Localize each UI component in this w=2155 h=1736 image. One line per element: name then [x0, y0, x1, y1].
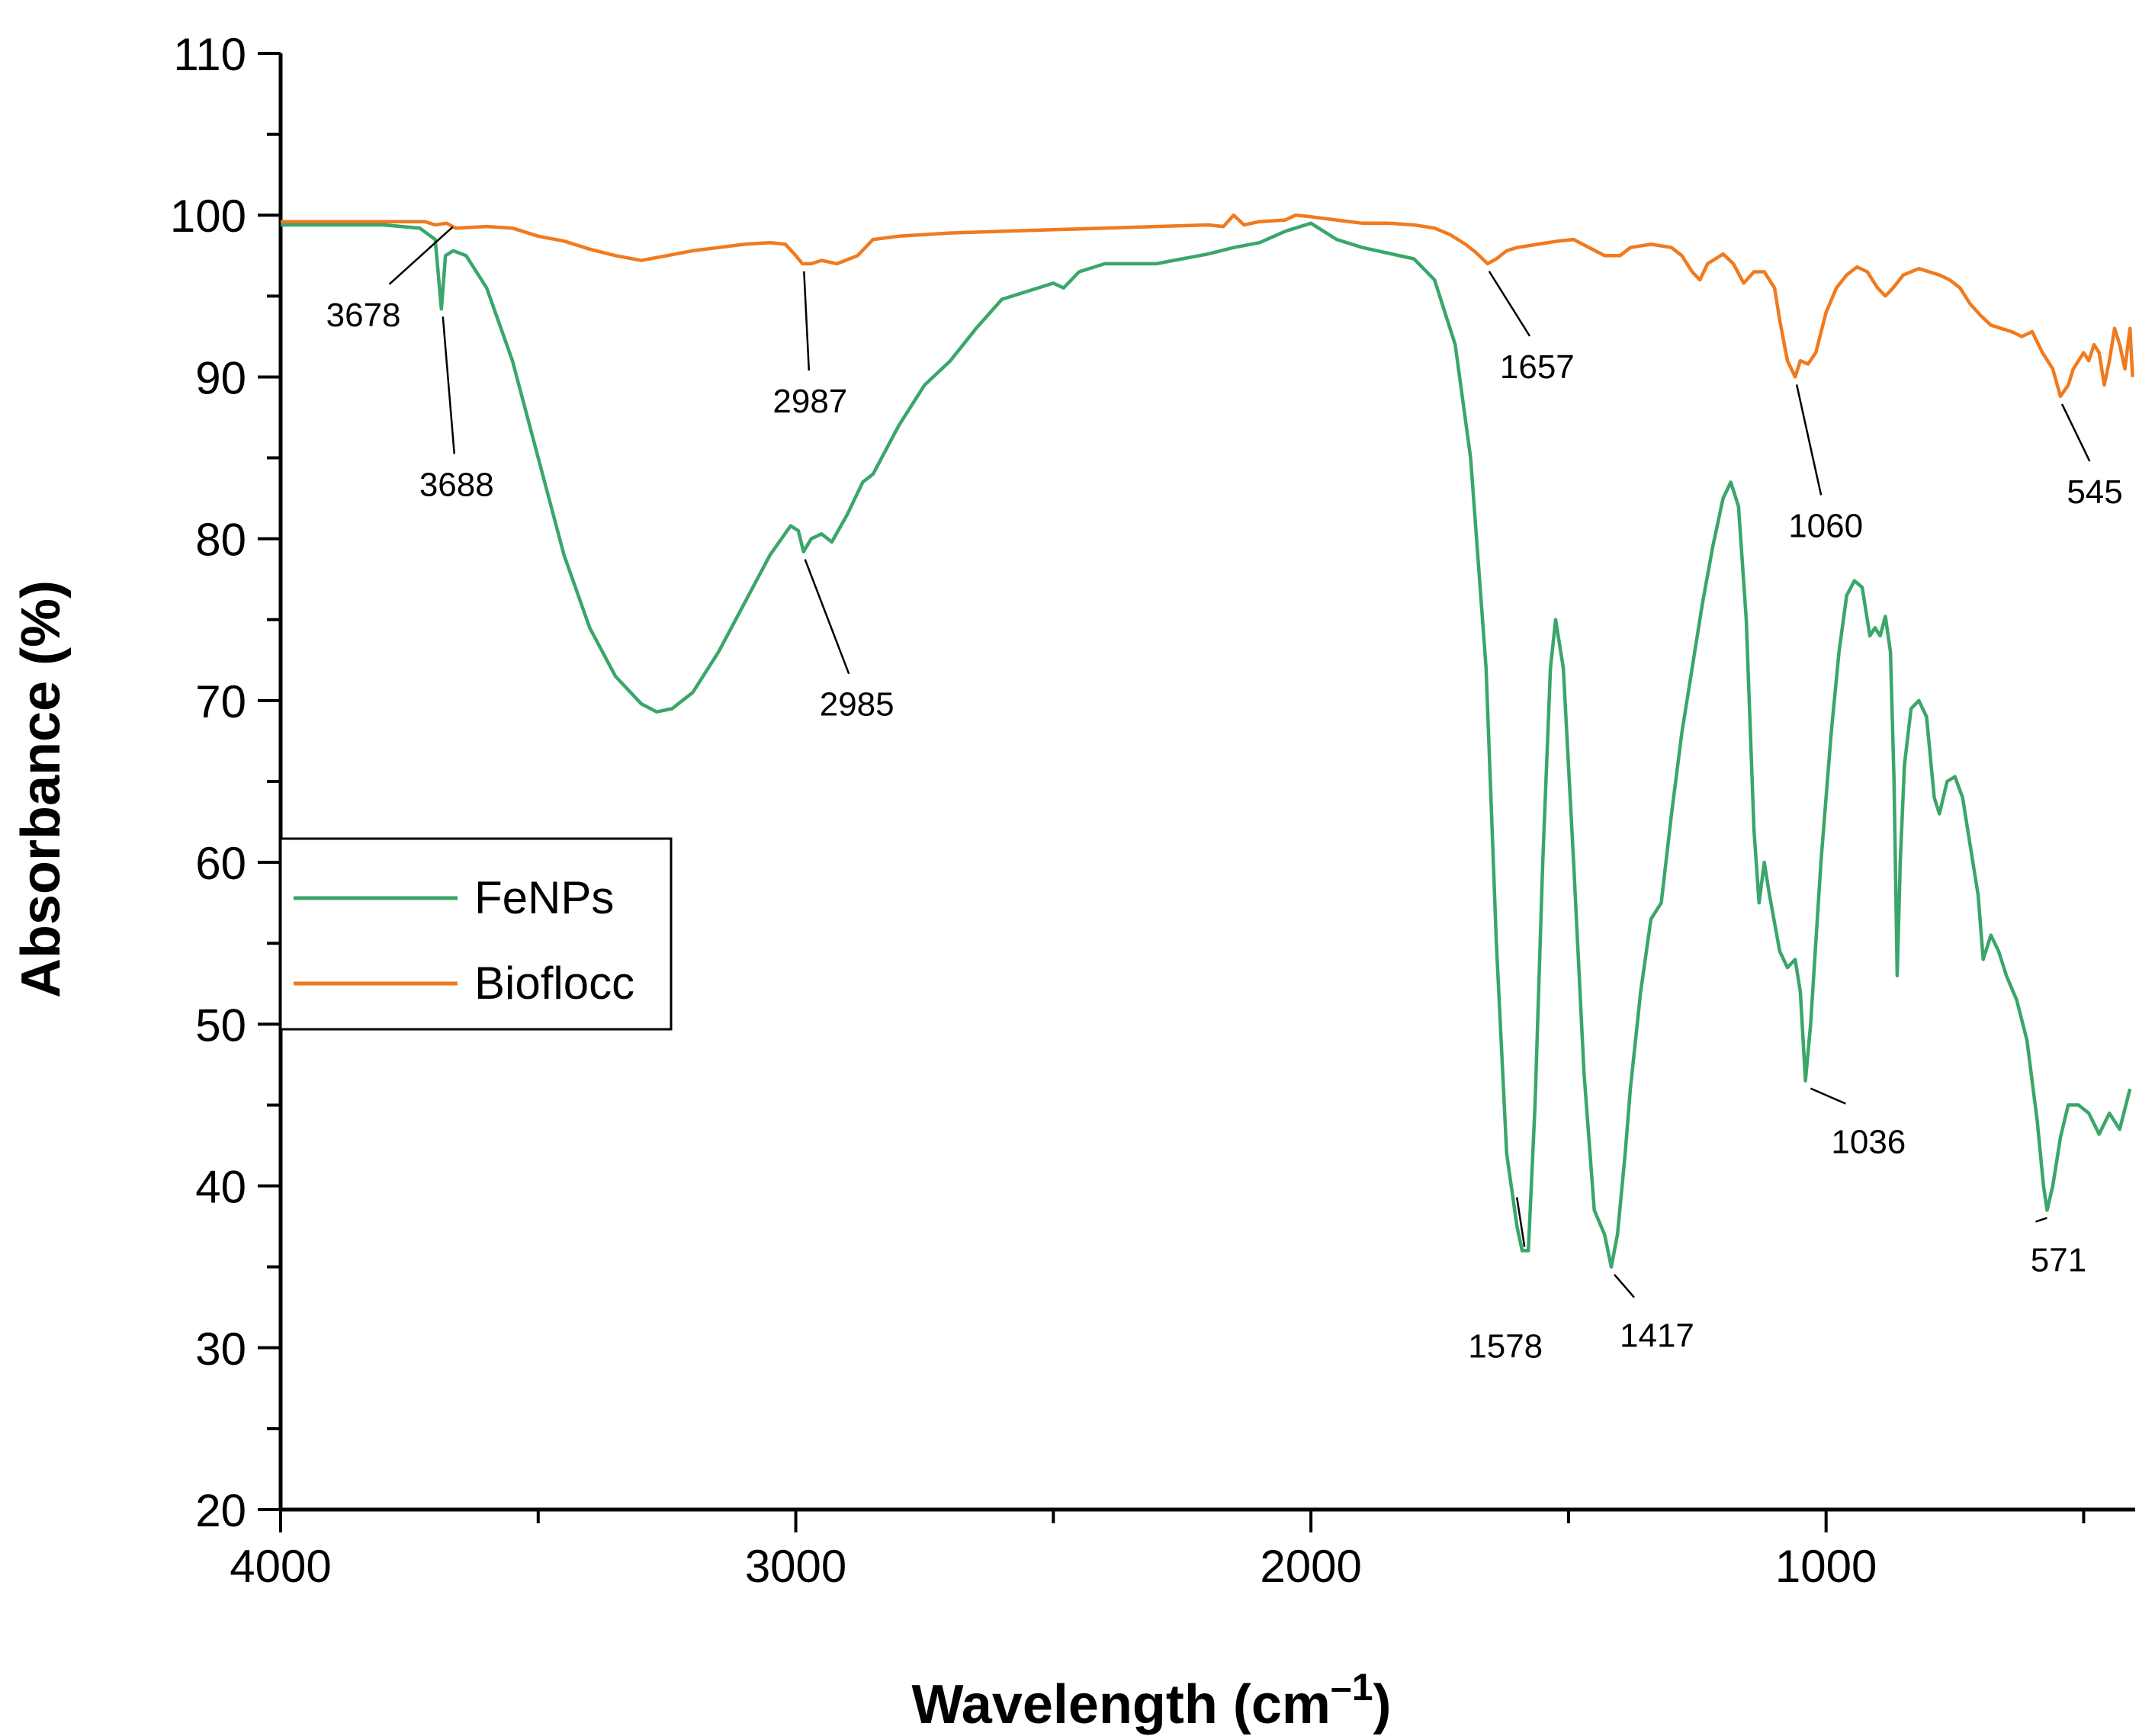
annotation-leader-1578 [1515, 1197, 1526, 1247]
y-tick-label: 20 [195, 1485, 246, 1536]
y-tick-label: 30 [195, 1324, 246, 1375]
annotation-leader-1657 [1488, 271, 1531, 337]
annotation-label-1060: 1060 [1788, 507, 1863, 544]
x-axis-title: Wavelength (cm–1) [911, 1666, 1391, 1735]
annotation-leader-1060 [1795, 384, 1823, 496]
annotation-label-545: 545 [2067, 473, 2122, 511]
annotation-leader-2987 [803, 271, 811, 371]
x-tick-label: 3000 [745, 1541, 846, 1592]
annotation-label-2987: 2987 [772, 383, 847, 420]
y-tick-label: 40 [195, 1162, 246, 1213]
x-tick-label: 1000 [1775, 1541, 1877, 1592]
annotation-leader-3678 [388, 226, 454, 285]
x-axis-title-main: Wavelength (cm [911, 1674, 1330, 1735]
y-tick-label: 60 [195, 838, 246, 889]
annotation-leader-3688 [442, 316, 456, 454]
series-layer [281, 213, 2134, 1269]
y-axis-title: Absorbance (%) [11, 580, 72, 998]
y-tick-label: 80 [195, 515, 246, 566]
x-axis-title-close: ) [1373, 1674, 1392, 1735]
annotation-label-3678: 3678 [326, 297, 401, 334]
axes: 20 30 40 50 60 70 80 90 100 110 4000 3000 2000 1000 [170, 29, 2135, 1592]
x-tick-label: 4000 [230, 1541, 331, 1592]
x-tick-label: 2000 [1260, 1541, 1361, 1592]
legend-label-fenps: FeNPs [474, 872, 614, 923]
annotation-label-571: 571 [2031, 1241, 2086, 1279]
annotation-layer: 3678 3688 2987 2985 1657 1060 545 1578 1417 1036 5… [326, 226, 2123, 1365]
y-tick-label: 70 [195, 676, 246, 727]
y-tick-label: 100 [170, 191, 246, 242]
series-line-fenps [281, 221, 2132, 1269]
annotation-leader-1036 [1810, 1087, 1846, 1105]
annotation-label-1417: 1417 [1620, 1317, 1694, 1355]
annotation-leader-571 [2035, 1217, 2047, 1223]
legend: FeNPs Bioflocc [279, 837, 673, 1031]
annotation-leader-1417 [1614, 1273, 1635, 1298]
annotation-label-1036: 1036 [1831, 1124, 1906, 1161]
annotation-leader-545 [2060, 403, 2091, 462]
legend-label-bioflocc: Bioflocc [474, 958, 634, 1009]
annotation-label-1578: 1578 [1468, 1327, 1543, 1365]
annotation-label-3688: 3688 [419, 466, 494, 503]
y-tick-label: 90 [195, 352, 246, 403]
y-tick-label: 110 [173, 29, 246, 80]
annotation-leader-2985 [804, 559, 850, 675]
annotation-label-1657: 1657 [1500, 348, 1575, 386]
annotation-label-2985: 2985 [820, 686, 894, 724]
legend-box [279, 837, 673, 1031]
x-axis-title-sup: –1 [1331, 1666, 1373, 1709]
y-tick-label: 50 [195, 1000, 246, 1051]
series-line-bioflocc [281, 213, 2134, 399]
